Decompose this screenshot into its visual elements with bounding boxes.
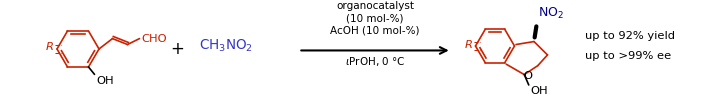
Text: $\mathregular{CH_3NO_2}$: $\mathregular{CH_3NO_2}$ bbox=[200, 38, 254, 54]
Text: O: O bbox=[523, 71, 533, 81]
Text: up to >99% ee: up to >99% ee bbox=[585, 51, 671, 61]
Text: NO$_2$: NO$_2$ bbox=[538, 6, 565, 21]
Text: CHO: CHO bbox=[141, 34, 166, 44]
Text: R: R bbox=[464, 40, 473, 50]
Text: organocatalyst: organocatalyst bbox=[336, 1, 414, 11]
Text: $\itι$PrOH, 0 °C: $\itι$PrOH, 0 °C bbox=[345, 55, 405, 68]
Text: R: R bbox=[46, 42, 54, 52]
Text: AcOH (10 mol-%): AcOH (10 mol-%) bbox=[330, 25, 419, 35]
Text: (10 mol-%): (10 mol-%) bbox=[346, 13, 404, 23]
Text: OH: OH bbox=[530, 86, 548, 96]
Text: OH: OH bbox=[96, 76, 114, 86]
Text: up to 92% yield: up to 92% yield bbox=[585, 31, 675, 41]
Text: +: + bbox=[170, 40, 184, 58]
